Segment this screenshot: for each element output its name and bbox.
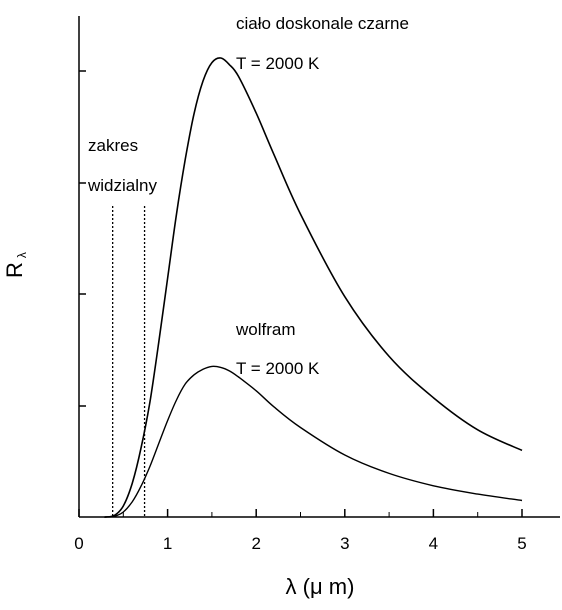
visible-range-label-line2: widzialny xyxy=(87,176,157,195)
x-tick-label-1: 1 xyxy=(163,534,172,553)
series-tungsten-line xyxy=(104,365,523,518)
x-tick-label-3: 3 xyxy=(340,534,349,553)
tungsten-annotation-line1: wolfram xyxy=(235,320,296,339)
x-ticks: 0 1 2 3 4 5 xyxy=(74,509,527,553)
visible-range-label-line1: zakres xyxy=(88,136,138,155)
x-axis-label: λ (μ m) xyxy=(286,574,355,599)
visible-range-markers xyxy=(112,206,146,517)
series-blackbody-line xyxy=(104,57,523,518)
blackbody-annotation-line1: ciało doskonale czarne xyxy=(236,14,409,33)
y-ticks xyxy=(79,70,86,407)
x-tick-label-0: 0 xyxy=(74,534,83,553)
x-tick-label-5: 5 xyxy=(517,534,526,553)
y-axis-label: Rλ xyxy=(2,252,29,278)
tungsten-annotation-line2: T = 2000 K xyxy=(236,359,320,378)
x-tick-label-4: 4 xyxy=(429,534,438,553)
blackbody-annotation-line2: T = 2000 K xyxy=(236,54,320,73)
x-tick-label-2: 2 xyxy=(251,534,260,553)
series-group xyxy=(104,57,523,518)
axes xyxy=(78,16,560,518)
